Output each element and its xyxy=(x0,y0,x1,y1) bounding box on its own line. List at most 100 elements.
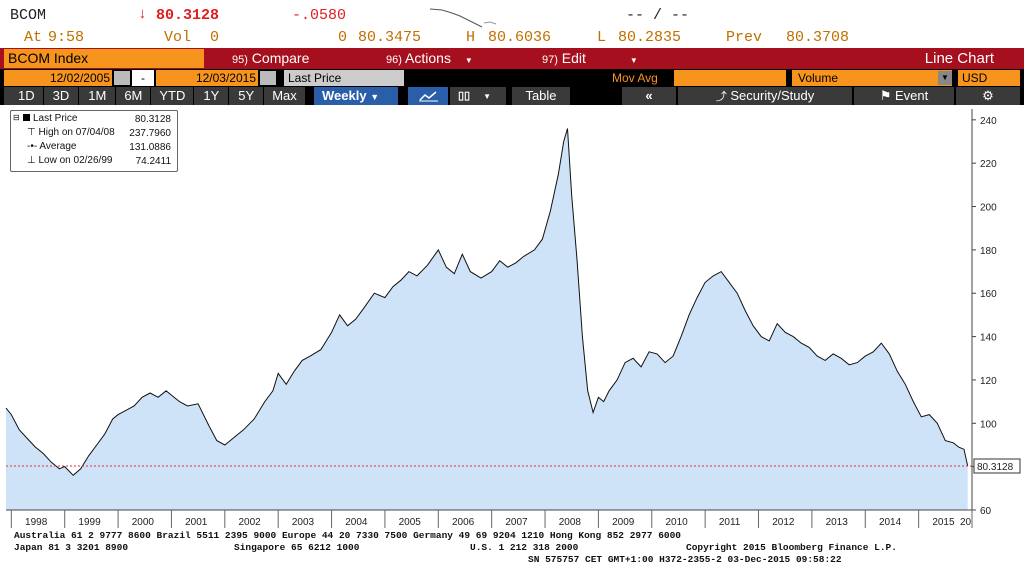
footer-line-1: Australia 61 2 9777 8600 Brazil 5511 239… xyxy=(14,530,682,541)
volume-select[interactable]: Volume xyxy=(792,70,952,86)
y-tick-label: 220 xyxy=(980,159,997,170)
chart-type-title: Line Chart xyxy=(924,50,994,67)
bar-style-button[interactable]: ▯▯ ▼ xyxy=(450,87,506,105)
edit-dropdown-icon: ▼ xyxy=(629,56,638,65)
legend-last-label: Last Price xyxy=(33,113,78,124)
legend-last: Last Price xyxy=(23,113,77,124)
footer-copyright: Copyright 2015 Bloomberg Finance L.P. xyxy=(686,542,897,553)
vol-label: Vol xyxy=(164,29,192,46)
back-button[interactable]: « xyxy=(622,87,676,105)
compare-button[interactable]: 95) Compare xyxy=(232,50,309,66)
security-study-button[interactable]: ⤴ Security/Study xyxy=(678,87,852,105)
event-button[interactable]: ⚑ Event xyxy=(854,87,954,105)
compare-label: Compare xyxy=(251,50,310,66)
start-calendar-icon[interactable] xyxy=(114,71,130,85)
y-axis-ticks: 6080100120140160180200220240 xyxy=(972,116,997,517)
footer-singapore: Singapore 65 6212 1000 xyxy=(234,542,360,553)
footer-line-3: SN 575757 CET GMT+1:00 H372-2355-2 03-De… xyxy=(528,554,842,565)
x-tick-label: 2004 xyxy=(345,517,368,528)
legend-low: ⊥ Low on 02/26/99 xyxy=(27,155,112,166)
line-style-button[interactable] xyxy=(408,87,448,105)
quote-header: BCOM ↓ 80.3128 -.0580 -- / -- At 9:58 Vo… xyxy=(0,0,1024,48)
actions-number: 96) xyxy=(386,54,402,66)
x-tick-label: 2003 xyxy=(292,517,315,528)
end-calendar-icon[interactable] xyxy=(260,71,276,85)
start-date-field[interactable]: 12/02/2005 xyxy=(4,70,112,86)
actions-label: Actions xyxy=(405,50,451,66)
gear-icon: ⚙ xyxy=(982,88,994,103)
actions-button[interactable]: 96) Actions ▼ xyxy=(386,50,473,66)
x-tick-label: 2012 xyxy=(772,517,795,528)
last-price-tag-box xyxy=(973,458,1021,474)
x-tick-label: 2009 xyxy=(612,517,635,528)
double-chevron-left-icon: « xyxy=(645,88,653,103)
sparkline-placeholder: -- / -- xyxy=(626,7,690,24)
x-tick-label: 2008 xyxy=(559,517,582,528)
x-tick-label: 2014 xyxy=(879,517,902,528)
legend-high-label: High on 07/04/08 xyxy=(38,127,115,138)
security-name: BCOM Index xyxy=(8,50,89,66)
prev-label: Prev xyxy=(726,29,763,46)
end-date-field[interactable]: 12/03/2015 xyxy=(156,70,258,86)
y-tick-label: 240 xyxy=(980,116,997,127)
x-tick-label: 20 xyxy=(960,517,972,528)
x-tick-label: 2000 xyxy=(132,517,155,528)
x-tick-label: 2015 xyxy=(932,517,955,528)
period-max[interactable]: Max xyxy=(264,87,305,105)
mov-avg-label: Mov Avg xyxy=(612,71,658,85)
intraday-sparkline xyxy=(430,8,497,28)
high-value: 80.6036 xyxy=(488,29,552,46)
open-value: 80.3475 xyxy=(358,29,422,46)
x-tick-label: 2002 xyxy=(239,517,262,528)
chart-legend[interactable]: ⊟ Last Price 80.3128 ⊤ High on 07/04/08 … xyxy=(10,110,178,172)
y-tick-label: 140 xyxy=(980,333,997,344)
start-date: 12/02/2005 xyxy=(49,71,110,85)
settings-button[interactable]: ⚙ xyxy=(956,87,1020,105)
table-label: Table xyxy=(525,88,557,103)
high-label: H xyxy=(466,29,476,46)
period-5y[interactable]: 5Y xyxy=(229,87,264,105)
last-price-tag-text: 80.3128 xyxy=(977,462,1014,473)
legend-last-swatch xyxy=(23,114,30,121)
x-tick-label: 2013 xyxy=(826,517,849,528)
x-tick-label: 2006 xyxy=(452,517,475,528)
field-select[interactable]: Last Price xyxy=(284,70,404,86)
period-3d[interactable]: 3D xyxy=(43,87,79,105)
period-1y[interactable]: 1Y xyxy=(194,87,229,105)
period-1m[interactable]: 1M xyxy=(79,87,116,105)
period-6m[interactable]: 6M xyxy=(116,87,151,105)
average-marker-icon: -•- xyxy=(27,141,38,152)
mov-avg-field[interactable]: Mov Avg xyxy=(608,70,672,86)
price-area-fill xyxy=(6,128,968,510)
actions-dropdown-icon: ▼ xyxy=(464,56,473,65)
price-change: -.0580 xyxy=(292,7,347,24)
open-label: 0 xyxy=(338,29,348,46)
ticker: BCOM xyxy=(10,7,47,24)
edit-button[interactable]: 97) Edit ▼ xyxy=(542,50,638,66)
y-tick-label: 100 xyxy=(980,419,997,430)
volume-dropdown-icon[interactable]: ▼ xyxy=(938,71,952,85)
line-chart-icon xyxy=(419,91,438,102)
x-tick-label: 2010 xyxy=(665,517,688,528)
currency-value: USD xyxy=(962,71,988,85)
legend-low-value: 74.2411 xyxy=(135,156,171,167)
flag-icon: ⚑ xyxy=(879,88,892,103)
command-toolbar: BCOM Index 95) Compare 96) Actions ▼ 97)… xyxy=(0,48,1024,69)
period-1d[interactable]: 1D xyxy=(4,87,43,105)
currency-select[interactable]: USD xyxy=(958,70,1020,86)
low-marker-icon: ⊥ xyxy=(27,155,36,166)
table-button[interactable]: Table xyxy=(512,87,570,105)
legend-avg-value: 131.0886 xyxy=(129,142,171,153)
period-bar: 1D 3D 1M 6M YTD 1Y 5Y Max Weekly ▼ ▯▯ ▼ … xyxy=(0,87,1024,105)
down-arrow-icon: ↓ xyxy=(138,6,148,23)
last-price: 80.3128 xyxy=(156,7,220,24)
legend-high-value: 237.7960 xyxy=(129,128,171,139)
legend-high: ⊤ High on 07/04/08 xyxy=(27,127,115,138)
y-tick-label: 60 xyxy=(980,506,992,517)
mov-avg-input[interactable] xyxy=(674,70,786,86)
period-ytd[interactable]: YTD xyxy=(151,87,194,105)
frequency-select[interactable]: Weekly ▼ xyxy=(314,87,398,105)
security-field[interactable]: BCOM Index xyxy=(4,49,204,68)
legend-collapse-icon[interactable]: ⊟ xyxy=(13,113,20,122)
x-axis-ticks: 1998 1999 2000 2001 2002 2003 2004 2005 2006 2007… xyxy=(10,510,973,528)
